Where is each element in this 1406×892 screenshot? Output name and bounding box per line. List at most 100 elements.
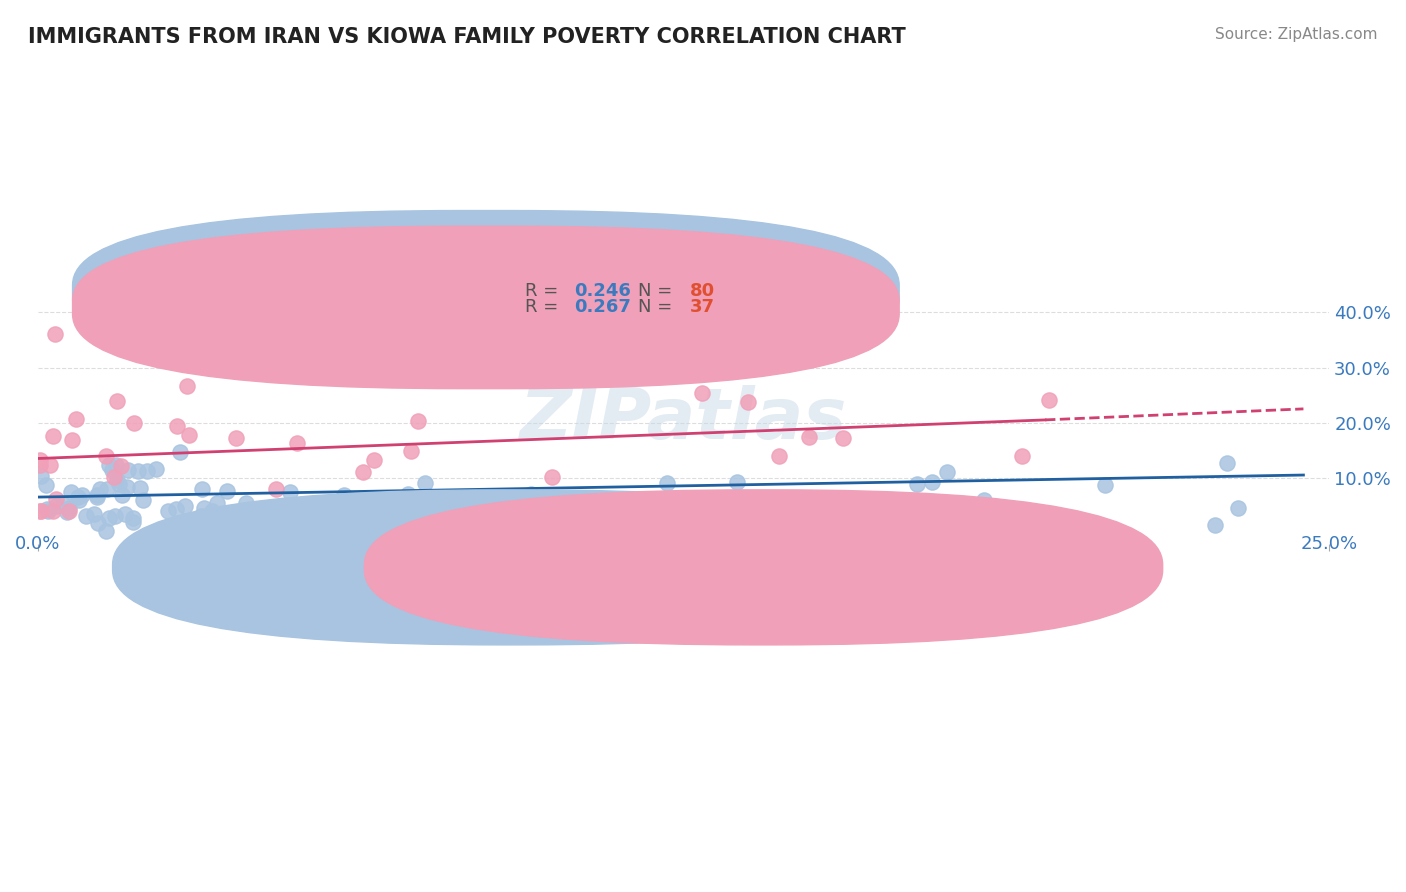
Text: IMMIGRANTS FROM IRAN VS KIOWA FAMILY POVERTY CORRELATION CHART: IMMIGRANTS FROM IRAN VS KIOWA FAMILY POV… <box>28 27 905 46</box>
Point <box>177 428 200 442</box>
FancyBboxPatch shape <box>112 490 911 645</box>
Point <box>75 509 97 524</box>
Point <box>35 477 58 491</box>
Point <box>110 488 132 502</box>
Point <box>262 525 284 540</box>
Text: N =: N = <box>638 282 678 301</box>
Point <box>481 498 503 512</box>
Text: Source: ZipAtlas.com: Source: ZipAtlas.com <box>1215 27 1378 42</box>
FancyBboxPatch shape <box>364 490 1163 645</box>
Point <box>215 483 238 498</box>
Point <box>190 508 212 523</box>
Text: ZIPatlas: ZIPatlas <box>520 385 848 454</box>
Point <box>56 505 79 519</box>
Point <box>905 476 928 491</box>
Point <box>58 504 80 518</box>
Point <box>1011 449 1033 463</box>
Point <box>37 502 59 516</box>
Point <box>45 499 67 513</box>
Point <box>499 496 522 510</box>
Point <box>285 521 308 535</box>
Text: 80: 80 <box>690 282 716 301</box>
Text: 25.0%: 25.0% <box>1301 535 1358 553</box>
Point <box>666 516 689 531</box>
Text: R =: R = <box>524 282 564 301</box>
Point <box>519 487 541 501</box>
Point <box>60 433 83 447</box>
Point <box>115 480 138 494</box>
Point <box>105 393 128 408</box>
Point <box>373 499 395 513</box>
Point <box>166 419 188 434</box>
Point <box>114 507 136 521</box>
Point <box>285 435 308 450</box>
Point <box>225 431 247 445</box>
Point <box>105 473 128 487</box>
Point <box>1216 457 1239 471</box>
Point <box>201 504 224 518</box>
Point <box>30 469 52 483</box>
Point <box>396 487 419 501</box>
Point <box>406 414 429 428</box>
Point <box>117 463 139 477</box>
Point <box>83 507 105 521</box>
Point <box>222 520 245 534</box>
Point <box>165 501 187 516</box>
Point <box>156 504 179 518</box>
Point <box>96 524 118 538</box>
Point <box>176 378 198 392</box>
Point <box>191 483 214 497</box>
Point <box>399 444 422 458</box>
FancyBboxPatch shape <box>73 227 900 389</box>
Point <box>520 500 543 515</box>
Text: N =: N = <box>638 298 678 316</box>
Point <box>86 488 108 502</box>
Text: 0.246: 0.246 <box>574 282 630 301</box>
Text: Kiowa: Kiowa <box>773 558 828 576</box>
Point <box>136 464 159 478</box>
Point <box>122 416 145 430</box>
Point <box>657 476 679 491</box>
Point <box>30 504 52 518</box>
Point <box>1094 477 1116 491</box>
Point <box>103 470 125 484</box>
Point <box>692 386 714 401</box>
Point <box>39 458 62 472</box>
Point <box>797 430 820 444</box>
Point <box>122 511 145 525</box>
Text: Immigrants from Iran: Immigrants from Iran <box>529 558 720 576</box>
Point <box>104 458 127 473</box>
Point <box>58 501 80 516</box>
Point <box>173 500 195 514</box>
Point <box>205 496 228 510</box>
Point <box>65 412 87 426</box>
Point <box>879 504 901 518</box>
Point <box>1226 501 1249 516</box>
Point <box>413 476 436 491</box>
Text: R =: R = <box>524 298 564 316</box>
Point <box>67 490 90 504</box>
Point <box>96 483 118 497</box>
Point <box>30 452 52 467</box>
Point <box>108 477 131 491</box>
Point <box>87 516 110 530</box>
Point <box>278 485 301 500</box>
Point <box>86 490 108 504</box>
Point <box>973 493 995 508</box>
Point <box>541 470 564 484</box>
Point <box>325 504 347 518</box>
Point <box>481 506 503 520</box>
Point <box>37 504 59 518</box>
Point <box>332 488 354 502</box>
Point <box>42 504 65 518</box>
Point <box>129 481 152 495</box>
Point <box>131 493 153 508</box>
Point <box>363 453 385 467</box>
FancyBboxPatch shape <box>73 211 900 373</box>
Point <box>266 482 288 496</box>
Point <box>30 504 52 518</box>
Point <box>725 475 748 489</box>
Point <box>67 493 90 508</box>
Point <box>336 492 359 507</box>
Point <box>1038 392 1060 407</box>
